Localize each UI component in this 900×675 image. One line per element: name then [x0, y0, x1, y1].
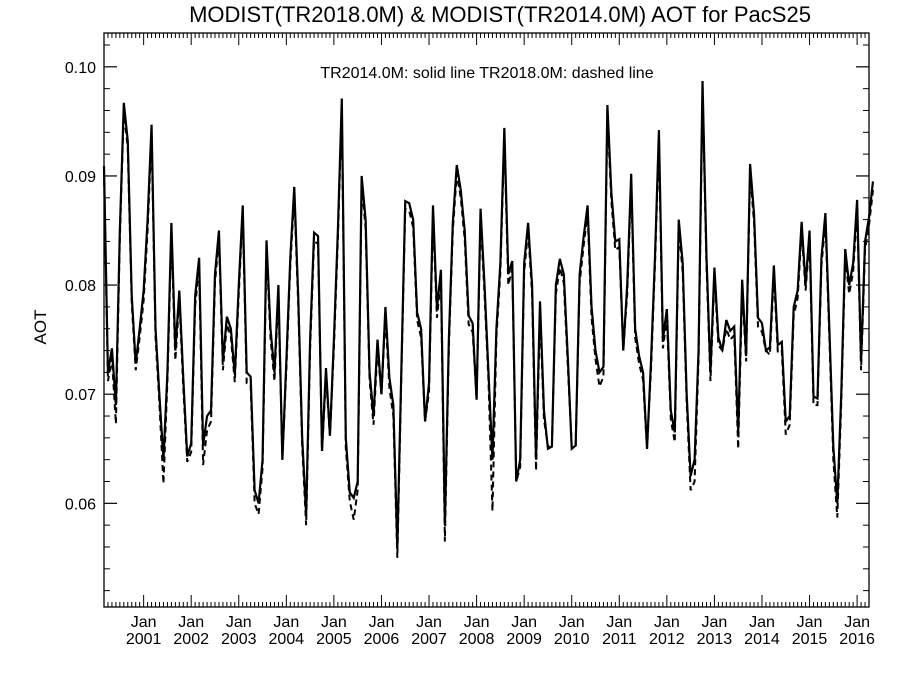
x-tick-year-label: 2015	[792, 631, 828, 648]
series-lines	[102, 80, 875, 558]
y-tick-label: 0.06	[65, 496, 96, 513]
y-tick-label: 0.10	[65, 60, 96, 77]
x-tick-month-label: Jan	[749, 614, 775, 631]
axes: 0.060.070.080.090.10Jan2001Jan2002Jan200…	[65, 33, 875, 648]
x-tick-month-label: Jan	[273, 614, 299, 631]
plot-frame	[103, 32, 870, 608]
x-tick-month-label: Jan	[178, 614, 204, 631]
x-tick-month-label: Jan	[511, 614, 537, 631]
x-tick-year-label: 2004	[269, 631, 305, 648]
x-tick-year-label: 2011	[602, 631, 637, 648]
y-tick-label: 0.07	[65, 387, 96, 404]
chart-title: MODIST(TR2018.0M) & MODIST(TR2014.0M) AO…	[189, 2, 811, 27]
x-tick-year-label: 2008	[459, 631, 495, 648]
x-tick-month-label: Jan	[321, 614, 347, 631]
y-tick-label: 0.08	[65, 278, 96, 295]
x-tick-year-label: 2010	[554, 631, 590, 648]
x-tick-year-label: 2012	[649, 631, 685, 648]
series-line-tr2018-0m	[103, 90, 874, 558]
x-tick-month-label: Jan	[844, 614, 870, 631]
x-tick-month-label: Jan	[559, 614, 585, 631]
x-tick-year-label: 2007	[411, 631, 447, 648]
y-tick-label: 0.09	[65, 169, 96, 186]
x-tick-year-label: 2014	[744, 631, 780, 648]
x-tick-year-label: 2016	[839, 631, 875, 648]
y-axis-label: AOT	[31, 310, 50, 345]
x-tick-month-label: Jan	[797, 614, 823, 631]
x-tick-month-label: Jan	[369, 614, 395, 631]
x-tick-month-label: Jan	[702, 614, 728, 631]
x-tick-month-label: Jan	[606, 614, 632, 631]
x-tick-year-label: 2002	[173, 631, 209, 648]
x-tick-month-label: Jan	[131, 614, 157, 631]
line-style-annotation: TR2014.0M: solid line TR2018.0M: dashed …	[320, 65, 653, 82]
x-tick-year-label: 2001	[126, 631, 162, 648]
x-tick-month-label: Jan	[226, 614, 252, 631]
x-tick-month-label: Jan	[464, 614, 490, 631]
x-tick-month-label: Jan	[654, 614, 680, 631]
x-tick-year-label: 2003	[221, 631, 257, 648]
x-tick-month-label: Jan	[416, 614, 442, 631]
x-tick-year-label: 2006	[364, 631, 400, 648]
x-tick-year-label: 2009	[506, 631, 542, 648]
series-line-tr2014-0m	[102, 80, 875, 548]
x-tick-year-label: 2013	[697, 631, 733, 648]
x-tick-year-label: 2005	[316, 631, 352, 648]
